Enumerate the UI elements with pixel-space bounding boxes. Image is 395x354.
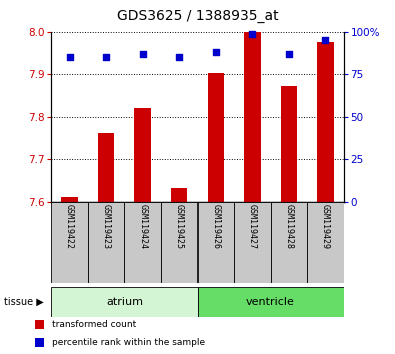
Point	[66, 55, 73, 60]
Text: GSM119422: GSM119422	[65, 204, 74, 249]
Bar	[244, 32, 261, 202]
Bar	[198, 287, 344, 317]
Bar	[234, 202, 271, 283]
Bar	[98, 133, 115, 202]
Bar	[171, 188, 188, 202]
Text: GSM119426: GSM119426	[211, 204, 220, 249]
Text: GSM119424: GSM119424	[138, 204, 147, 249]
Bar	[35, 337, 44, 347]
Text: ventricle: ventricle	[246, 297, 295, 307]
Point	[249, 31, 256, 36]
Bar	[307, 202, 344, 283]
Text: percentile rank within the sample: percentile rank within the sample	[52, 338, 205, 347]
Bar	[280, 86, 297, 202]
Bar	[51, 287, 198, 317]
Bar	[271, 202, 307, 283]
Text: GSM119429: GSM119429	[321, 204, 330, 249]
Text: atrium: atrium	[106, 297, 143, 307]
Bar	[51, 202, 88, 283]
Point	[139, 51, 146, 57]
Bar	[317, 42, 334, 202]
Text: GSM119428: GSM119428	[284, 204, 293, 249]
Point	[322, 38, 329, 43]
Text: GSM119425: GSM119425	[175, 204, 184, 249]
Bar	[134, 108, 151, 202]
Bar	[88, 202, 124, 283]
Point	[176, 55, 182, 60]
Bar	[161, 202, 198, 283]
Text: tissue ▶: tissue ▶	[4, 297, 44, 307]
Bar	[198, 202, 234, 283]
Text: GDS3625 / 1388935_at: GDS3625 / 1388935_at	[117, 9, 278, 23]
Point	[213, 50, 219, 55]
Point	[286, 51, 292, 57]
Text: GSM119423: GSM119423	[102, 204, 111, 249]
Text: transformed count: transformed count	[52, 320, 136, 329]
Bar	[35, 320, 44, 330]
Text: GSM119427: GSM119427	[248, 204, 257, 249]
Point	[103, 55, 109, 60]
Bar	[61, 197, 78, 202]
Bar	[207, 74, 224, 202]
Bar	[124, 202, 161, 283]
